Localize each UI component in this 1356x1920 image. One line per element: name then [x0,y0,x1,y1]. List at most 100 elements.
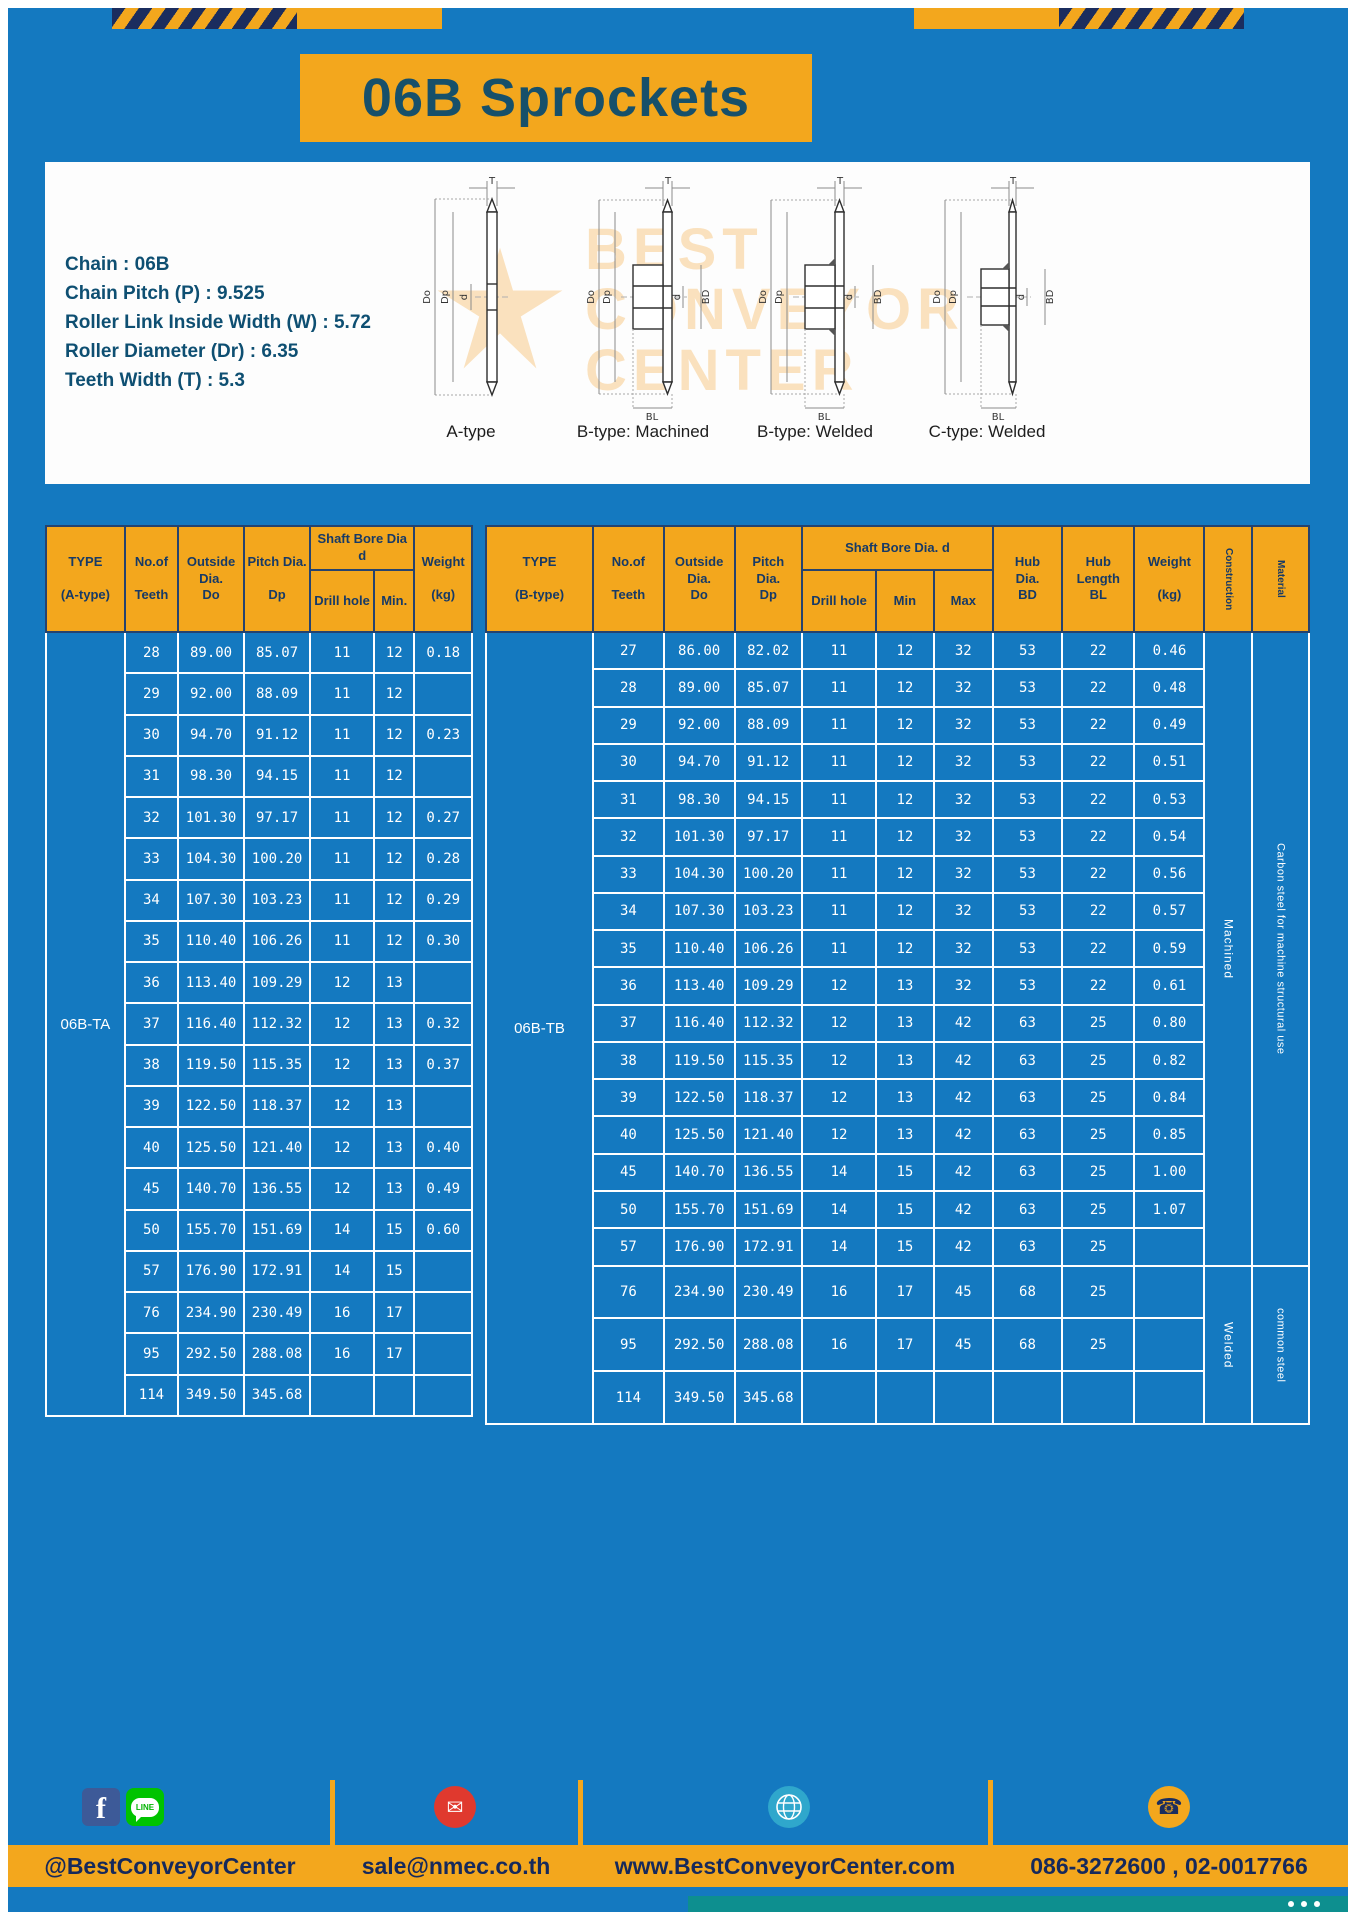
data-cell: 104.30 [177,837,246,881]
dim-label: d [459,294,470,300]
data-cell: 22 [1061,668,1136,708]
data-cell: 42 [932,1003,994,1043]
data-cell: 31 [591,780,665,820]
data-cell: 11 [309,919,375,964]
table-row: 76 234.90 230.49 16 17 [46,1290,473,1335]
data-cell: 125.50 [177,1125,246,1170]
line-glyph: LINE [135,1802,155,1812]
footer-divider [578,1780,583,1845]
data-cell: 25 [1061,1227,1136,1267]
stripe-solid [914,8,1059,29]
data-cell: 122.50 [177,1084,246,1129]
data-cell: 176.90 [177,1249,246,1294]
data-cell: 12 [372,754,416,799]
data-cell: 33 [123,837,180,881]
data-cell: 32 [932,668,994,708]
data-cell: 345.68 [733,1370,804,1425]
data-cell: 57 [123,1249,180,1294]
data-cell: 98.30 [662,780,736,820]
data-cell: 25 [1061,1040,1136,1081]
data-cell: 16 [800,1264,878,1320]
data-cell: 22 [1061,742,1136,783]
drawing-b-type-welded: T Do Dp d BD [729,172,901,478]
data-cell: 36 [123,960,180,1005]
col-header-hub-length: Hub Length BL [1061,525,1136,633]
data-cell: 0.57 [1133,891,1206,932]
data-cell: 53 [991,630,1064,671]
table-row: 33 104.30 100.20 11 12 0.28 [46,837,473,881]
spec-line: Chain : 06B [65,254,170,275]
data-cell: 17 [875,1264,935,1320]
data-cell: 109.29 [243,960,312,1005]
col-header-teeth: No.of Teeth [123,525,180,633]
data-cell: 234.90 [177,1290,246,1335]
data-cell: 121.40 [733,1115,804,1155]
data-cell: 349.50 [662,1370,736,1425]
data-cell: 106.26 [243,919,312,964]
col-header-weight: Weight (kg) [1133,525,1206,633]
table-row: 35 110.40 106.26 11 12 0.30 [46,919,473,964]
dim-label: Dp [440,290,451,304]
data-cell: 32 [932,966,994,1006]
data-cell: 0.49 [1133,705,1206,745]
data-cell: 32 [932,630,994,671]
data-cell: 113.40 [177,960,246,1005]
data-cell: 12 [875,630,935,671]
data-cell [413,1332,473,1376]
data-cell: 115.35 [733,1040,804,1081]
dim-label: BL [646,412,659,422]
data-cell: 12 [875,817,935,857]
data-cell: 42 [932,1078,994,1118]
facebook-glyph: f [96,1792,106,1825]
data-cell: 121.40 [243,1125,312,1170]
data-cell: 11 [800,929,878,969]
data-cell: 12 [875,780,935,820]
data-cell: 27 [591,630,665,671]
col-header-min: Min [875,569,935,633]
data-cell: 15 [875,1152,935,1192]
data-cell: 345.68 [243,1373,312,1417]
data-cell: 0.46 [1133,630,1206,671]
data-cell: 15 [875,1189,935,1230]
data-cell: 125.50 [662,1115,736,1155]
data-cell: 0.49 [413,1167,473,1211]
data-cell: 94.15 [733,780,804,820]
data-cell: 118.37 [243,1084,312,1129]
table-row: 29 92.00 88.09 11 12 32 53 22 0.49 [486,705,1309,745]
data-cell: 22 [1061,891,1136,932]
data-cell: 32 [591,817,665,857]
data-cell: 45 [123,1167,180,1211]
table-row: 34 107.30 103.23 11 12 32 53 22 0.57 [486,891,1309,932]
data-cell: 230.49 [243,1290,312,1335]
bottom-accent-strip [688,1896,1348,1912]
col-header-hub-dia: Hub Dia. BD [991,525,1064,633]
data-cell: 109.29 [733,966,804,1006]
data-cell: 104.30 [662,854,736,894]
dim-label: BD [873,289,884,304]
data-cell: 0.80 [1133,1003,1206,1043]
data-cell: 97.17 [243,795,312,840]
table-row: 31 98.30 94.15 11 12 32 53 22 0.53 [486,780,1309,820]
data-cell: 32 [932,705,994,745]
data-cell: 37 [591,1003,665,1043]
data-cell: 28 [123,630,180,675]
drawing-caption: C-type: Welded [928,422,1046,441]
data-cell: 11 [309,713,375,757]
data-cell: 11 [800,668,878,708]
data-cell: 38 [591,1040,665,1081]
table-row: 34 107.30 103.23 11 12 0.29 [46,878,473,922]
stripe-solid [297,8,442,29]
data-cell: 12 [800,1040,878,1081]
data-cell: 34 [123,878,180,922]
footer-phone: 086-3272600 , 02-0017766 [1030,1852,1308,1879]
data-cell: 53 [991,780,1064,820]
data-cell: 13 [372,1002,416,1046]
spec-line: Chain Pitch (P) : 9.525 [65,283,265,304]
data-cell: 28 [591,668,665,708]
dim-label: BD [1045,289,1056,304]
data-cell: 12 [309,1043,375,1087]
line-icon: LINE [126,1788,164,1826]
data-cell: 35 [591,929,665,969]
footer-website: www.BestConveyorCenter.com [614,1852,956,1879]
data-cell: 12 [372,713,416,757]
